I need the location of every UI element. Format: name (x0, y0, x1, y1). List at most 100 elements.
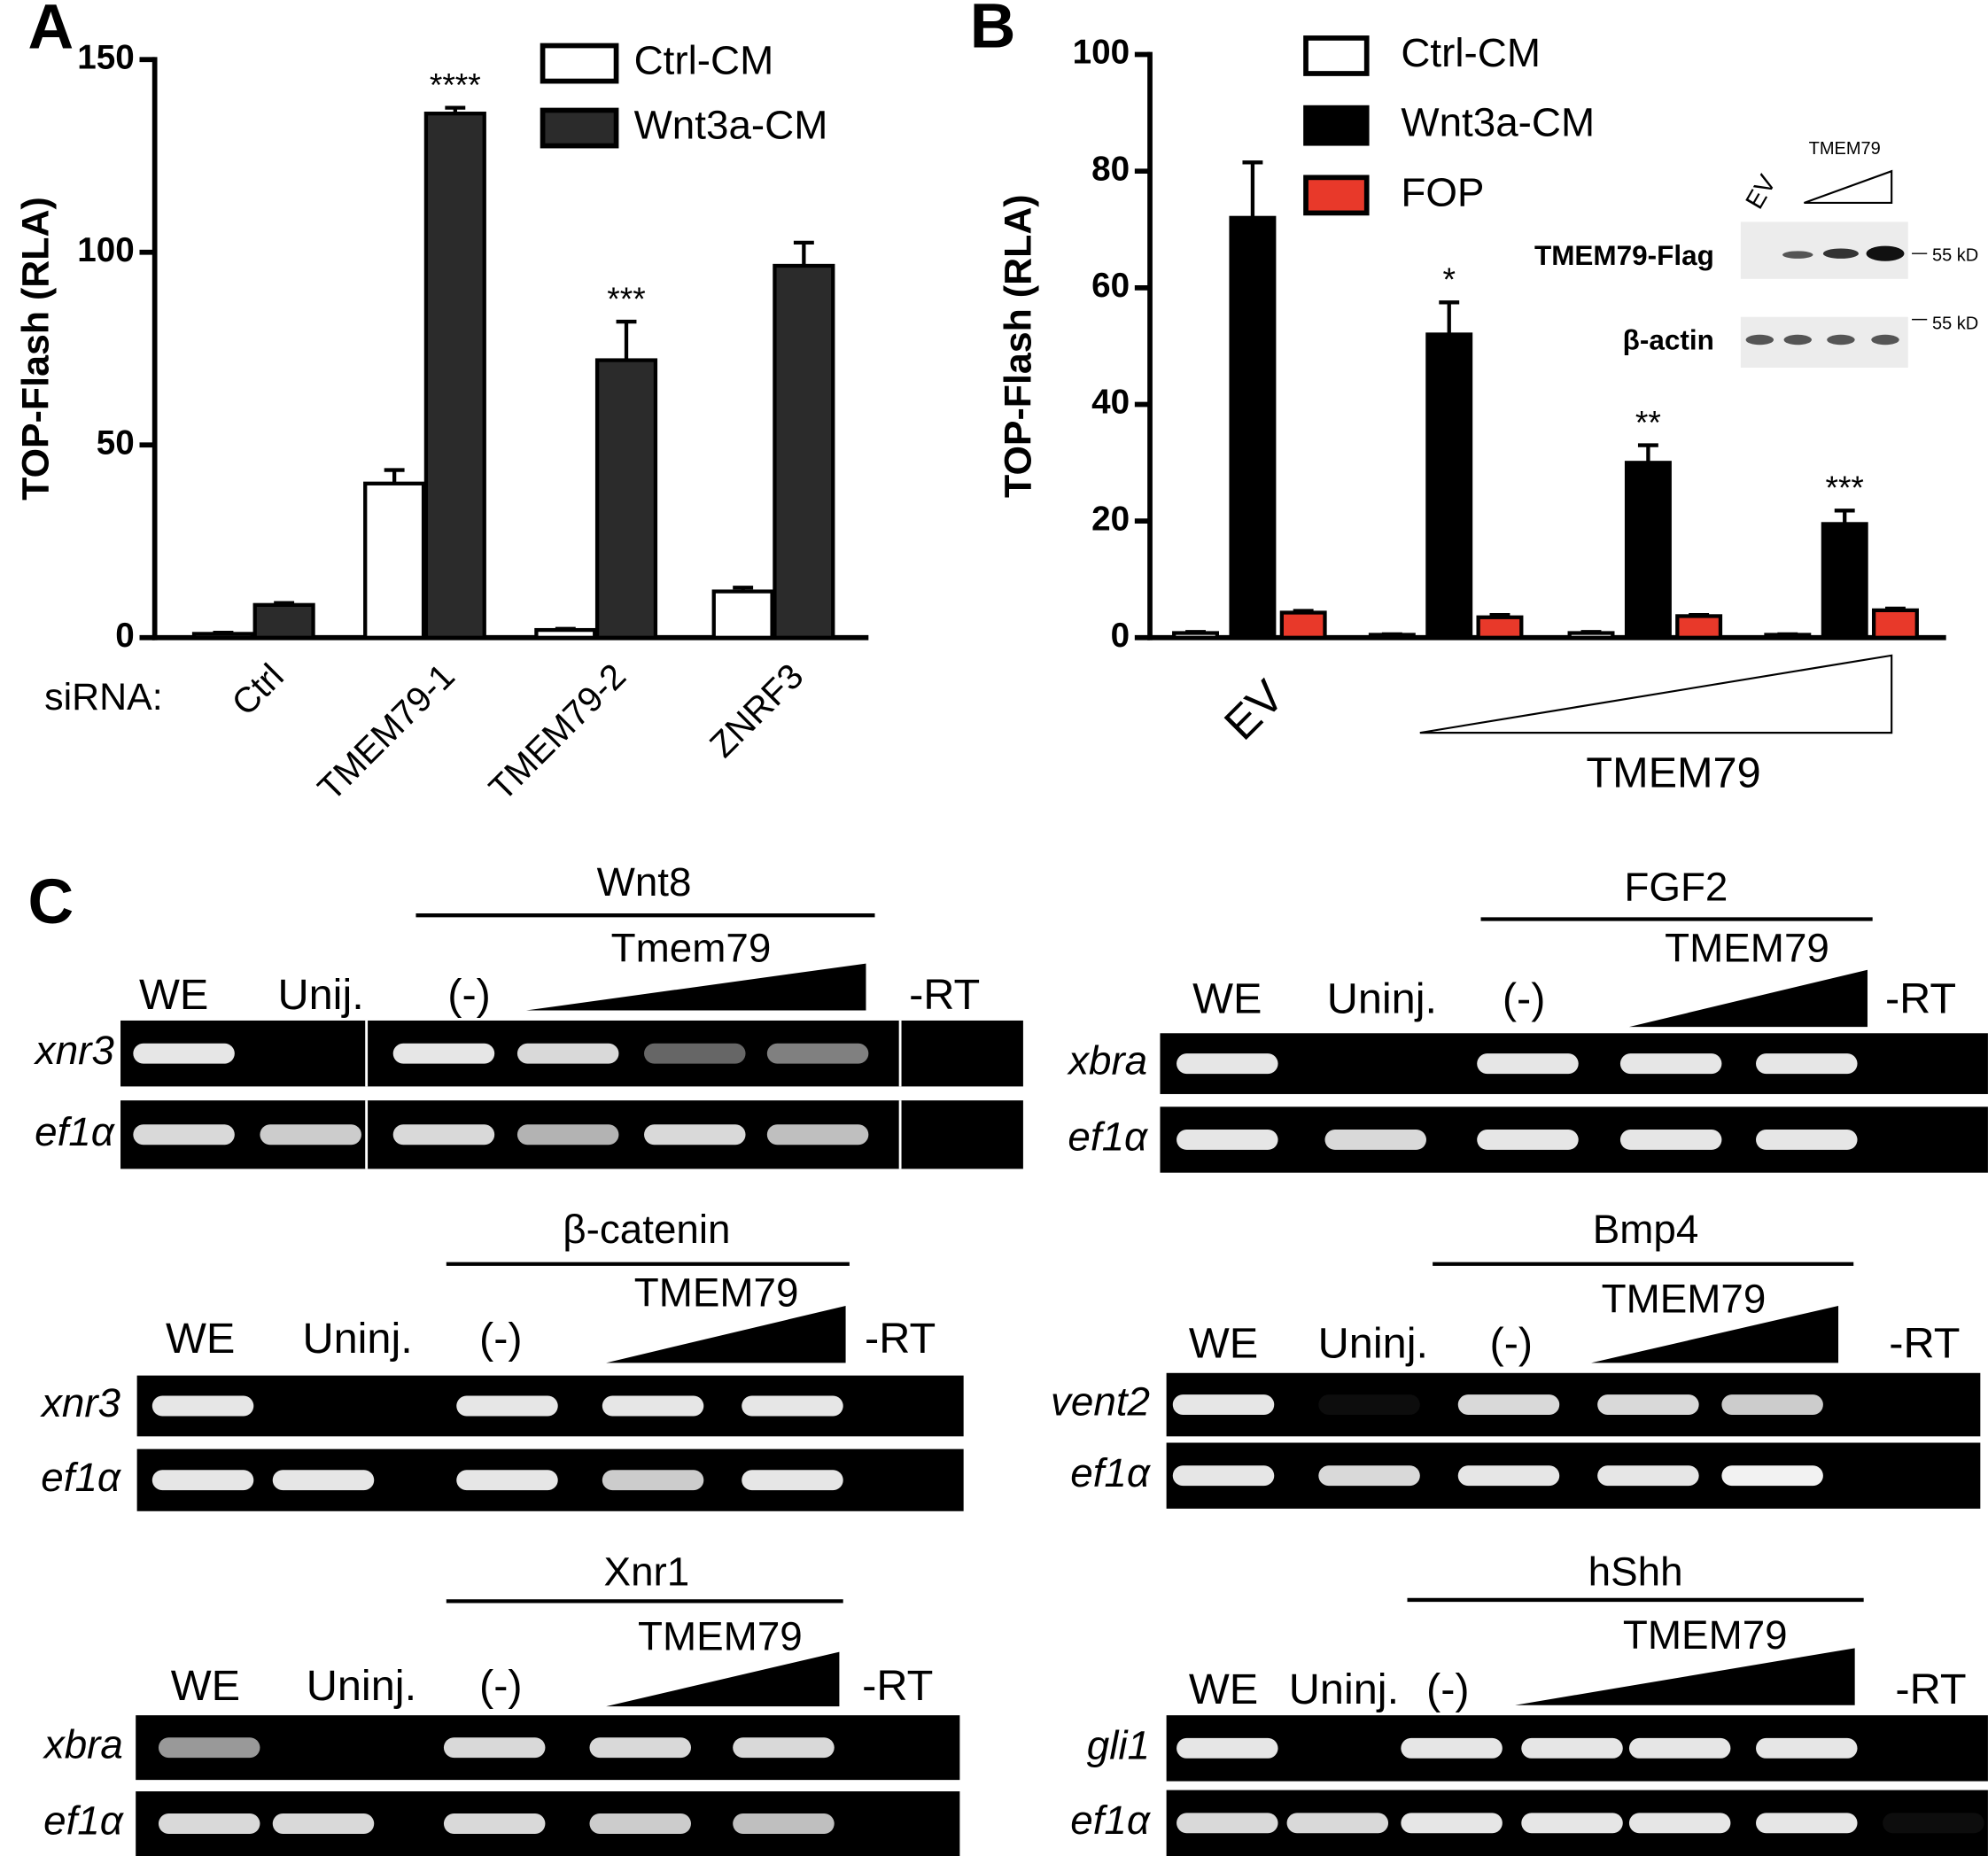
gel-band (1318, 1465, 1420, 1487)
gene-label: ef1α (1070, 1798, 1152, 1843)
gel-band (912, 1124, 1013, 1145)
lane-label: WE (139, 971, 208, 1019)
dose-triangle (1515, 1648, 1855, 1705)
dose-label: TMEM79 (638, 1613, 803, 1658)
gene-label: ef1α (41, 1455, 122, 1500)
gel-band (602, 1470, 704, 1491)
gene-label: ef1α (1068, 1114, 1149, 1160)
gel-title: Xnr1 (604, 1549, 690, 1594)
gel-band (912, 1044, 1013, 1064)
blot-row-label: β-actin (1623, 325, 1714, 356)
lane-label: -RT (1895, 1666, 1966, 1713)
gel-band (1521, 1813, 1623, 1834)
gel-band (1176, 1737, 1278, 1759)
gene-label: ef1α (43, 1798, 125, 1844)
gel-title: hShh (1588, 1549, 1683, 1594)
gel-band (1477, 1053, 1579, 1075)
gel-band (733, 1737, 835, 1759)
gel-band (1756, 1053, 1858, 1075)
gel-band (1324, 1130, 1426, 1150)
gel-band (644, 1043, 746, 1064)
lane-label: -RT (1889, 1320, 1960, 1368)
gel-band (733, 1813, 835, 1834)
legend-label: Ctrl-CM (634, 38, 774, 83)
dose-label: TMEM79 (1602, 1277, 1767, 1322)
significance-label: *** (607, 280, 645, 317)
blot-band (1783, 334, 1813, 346)
gel-band (1756, 1737, 1858, 1759)
dose-triangle (606, 1305, 846, 1363)
lane-label: Uninj. (307, 1662, 416, 1710)
gene-label: xnr3 (34, 1028, 115, 1073)
gel-band (1883, 1738, 1984, 1759)
legend-swatch (1303, 35, 1370, 76)
bar (363, 481, 426, 640)
dose-triangle (1628, 969, 1868, 1028)
blot-dose-label: TMEM79 (1809, 139, 1881, 159)
significance-label: **** (430, 66, 481, 104)
gel-band (602, 1395, 704, 1417)
lane-label: -RT (865, 1315, 936, 1363)
gene-label: xnr3 (40, 1380, 121, 1425)
gel-band (1287, 1738, 1388, 1759)
panel-label: A (28, 0, 74, 63)
legend-swatch (540, 43, 619, 84)
gel-band (151, 1470, 254, 1491)
significance-label: ** (1635, 404, 1661, 441)
dose-label: TMEM79 (1623, 1612, 1788, 1658)
gel-row (1166, 1442, 1981, 1509)
gel-title: Bmp4 (1593, 1207, 1699, 1252)
gel-band (1324, 1053, 1425, 1074)
gel-band (856, 1396, 957, 1417)
blot-marker: 55 kD (1932, 315, 1978, 334)
y-tick-label: 150 (77, 38, 134, 76)
gel-band (589, 1813, 691, 1834)
gel-band (1876, 1053, 1977, 1074)
gene-label: ef1α (1070, 1450, 1152, 1495)
bar (594, 358, 658, 640)
gel-band (456, 1470, 558, 1491)
dose-triangle (525, 963, 866, 1011)
gel-band (1457, 1394, 1560, 1416)
lane-label: -RT (909, 971, 980, 1019)
blot-band (1822, 248, 1859, 259)
lane-label: WE (171, 1662, 240, 1710)
lane-label: (-) (1490, 1320, 1534, 1368)
gel-band (742, 1395, 843, 1417)
y-tick-label: 100 (77, 231, 134, 269)
gel-band (392, 1043, 495, 1064)
gel-band (1864, 1465, 1965, 1486)
gel-band (443, 1737, 546, 1759)
gel-band (260, 1044, 361, 1064)
gel-band (1721, 1394, 1823, 1416)
gel-band (766, 1043, 869, 1064)
dose-triangle (606, 1651, 840, 1707)
gel-band (1401, 1737, 1503, 1759)
bar (1624, 461, 1672, 640)
gel-band (133, 1043, 235, 1064)
lane-label: Unij. (277, 971, 363, 1019)
gel-band (1628, 1737, 1731, 1759)
gene-label: xbra (43, 1722, 123, 1767)
gel-band (1721, 1465, 1823, 1487)
gene-label: ef1α (35, 1109, 116, 1154)
y-tick-label: 100 (1073, 34, 1130, 72)
gel-band (1176, 1130, 1278, 1150)
bar (1279, 610, 1327, 640)
gel-band (1176, 1813, 1278, 1834)
blot-band (1871, 334, 1899, 346)
gene-label: vent2 (1051, 1379, 1150, 1425)
gel-band (456, 1395, 558, 1417)
lane-label: -RT (1885, 975, 1956, 1022)
gel-band (742, 1470, 843, 1491)
bar (1821, 522, 1868, 640)
gel-band (1619, 1130, 1722, 1150)
gel-band (1597, 1465, 1699, 1487)
panel-label: C (28, 866, 74, 937)
legend-swatch (540, 107, 619, 149)
bar (711, 589, 774, 640)
x-prefix: siRNA: (44, 676, 163, 718)
significance-label: *** (1825, 469, 1863, 506)
blot-row-label: TMEM79-Flag (1534, 240, 1714, 271)
gel-band (158, 1813, 260, 1834)
